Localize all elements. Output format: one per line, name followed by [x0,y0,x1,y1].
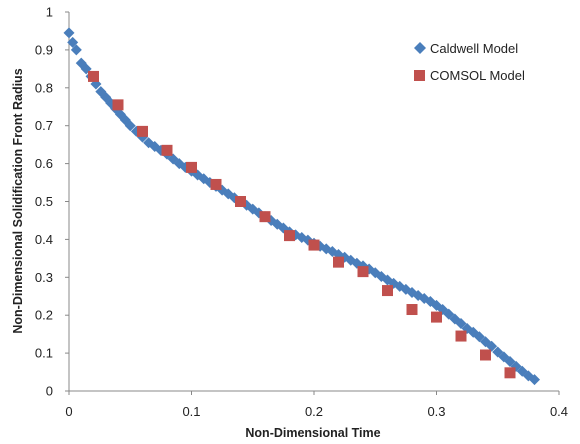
plot-area [63,27,540,386]
data-point-diamond [473,331,485,343]
x-tick-label: 0.3 [427,404,445,419]
y-tick-label: 0.8 [35,80,53,95]
y-tick-label: 0.1 [35,346,53,361]
data-point-square [504,367,516,379]
data-point-diamond [63,27,75,39]
data-point-square [186,161,197,173]
y-tick-label: 0.7 [35,118,53,133]
data-point-square [210,178,222,190]
x-tick-label: 0.2 [305,404,323,419]
x-axis-title: Non-Dimensional Time [245,426,380,440]
legend: Caldwell Model COMSOL Model [414,41,525,83]
data-point-diamond [70,44,82,56]
legend-label-caldwell: Caldwell Model [430,41,518,56]
y-tick-label: 0.9 [35,42,53,57]
y-tick-label: 0.6 [35,156,53,171]
data-point-square [357,266,369,278]
legend-marker-caldwell [414,42,426,54]
data-point-diamond [492,346,504,358]
series-comsol-model [88,70,516,379]
y-tick-label: 0.4 [35,232,53,247]
y-tick-label: 1 [46,5,53,20]
x-tick-label: 0.1 [182,404,200,419]
data-point-diamond [67,36,79,48]
y-tick-label: 0.3 [35,270,53,285]
legend-marker-comsol [414,70,425,81]
x-tick-label: 0.4 [550,404,568,419]
data-point-square [235,196,246,207]
data-point-diamond [326,246,338,258]
data-point-diamond [486,340,498,352]
data-point-square [431,311,442,323]
data-point-square [88,70,99,82]
y-tick-label: 0.2 [35,308,53,323]
data-point-square [455,330,467,342]
data-point-square [480,349,491,361]
x-tick-label: 0 [65,404,72,419]
y-tick-label: 0 [46,384,53,399]
y-axis-title: Non-Dimensional Solidification Front Rad… [11,68,25,333]
data-point-square [137,125,148,137]
data-point-diamond [124,120,136,132]
data-point-square [112,99,124,111]
x-axis-ticks: 0 0.1 0.2 0.3 0.4 [65,391,568,419]
data-point-square [161,144,173,156]
y-tick-label: 0.5 [35,194,53,209]
data-point-square [382,285,393,297]
data-point-diamond [529,374,540,386]
data-point-diamond [455,318,467,330]
data-point-square [333,256,344,268]
data-point-square [308,239,320,251]
data-point-square [406,304,418,316]
data-point-square [259,211,271,223]
data-point-diamond [504,355,516,367]
data-point-diamond [443,308,455,320]
y-axis-ticks: 0 0.1 0.2 0.3 0.4 0.5 0.6 0.7 0.8 0.9 1 [35,5,69,399]
data-point-square [284,230,295,242]
legend-label-comsol: COMSOL Model [430,68,525,83]
data-point-diamond [119,114,131,126]
